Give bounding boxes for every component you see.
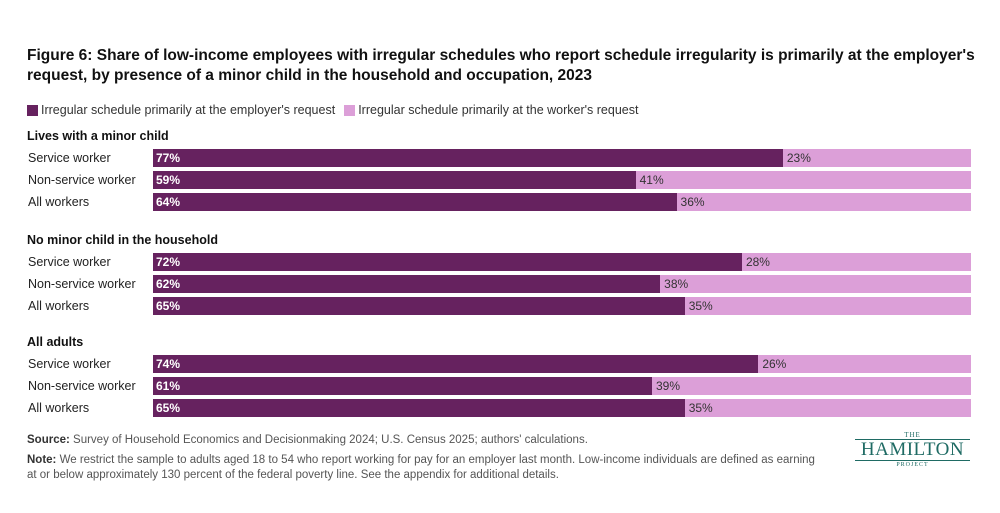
legend-label-employer: Irregular schedule primarily at the empl… [41, 103, 336, 117]
data-label-employer: 72% [156, 255, 181, 269]
bar-segment-worker: 39% [651, 377, 971, 395]
row-label: All workers [28, 401, 90, 415]
data-label-worker: 28% [745, 255, 770, 269]
data-label-worker: 36% [680, 195, 705, 209]
note-text: We restrict the sample to adults aged 18… [27, 454, 815, 481]
logo-name: HAMILTON [855, 439, 970, 461]
bar-segment-employer: 74% [153, 355, 759, 373]
bar-segment-employer: 61% [153, 377, 652, 395]
data-label-employer: 64% [156, 195, 181, 209]
group-title: Lives with a minor child [27, 129, 169, 143]
data-label-employer: 62% [156, 277, 181, 291]
data-label-employer: 61% [156, 379, 181, 393]
bar-segment-worker: 35% [684, 297, 971, 315]
stacked-bar: 64% 36% [153, 193, 971, 211]
row-label: Non-service worker [28, 379, 136, 393]
data-label-worker: 35% [688, 299, 713, 313]
data-label-worker: 35% [688, 401, 713, 415]
row-label: All workers [28, 195, 90, 209]
legend-item-worker: Irregular schedule primarily at the work… [344, 103, 638, 117]
bar-segment-worker: 23% [782, 149, 971, 167]
bar-segment-worker: 26% [758, 355, 971, 373]
legend-swatch-worker [344, 104, 356, 116]
bar-segment-worker: 36% [676, 193, 971, 211]
stacked-bar: 65% 35% [153, 399, 971, 417]
row-label: All workers [28, 299, 90, 313]
source-note: Source: Survey of Household Economics an… [27, 433, 588, 448]
data-label-employer: 65% [156, 401, 181, 415]
chart-title: Figure 6: Share of low-income employees … [27, 47, 975, 84]
row-label: Non-service worker [28, 277, 136, 291]
bar-segment-employer: 64% [153, 193, 677, 211]
legend-swatch-employer [27, 104, 38, 116]
bar-segment-employer: 77% [153, 149, 783, 167]
data-label-employer: 59% [156, 173, 181, 187]
stacked-bar: 65% 35% [153, 297, 971, 315]
stacked-bar: 61% 39% [153, 377, 971, 395]
data-label-worker: 39% [655, 379, 680, 393]
bar-segment-worker: 35% [684, 399, 971, 417]
logo-the: THE [904, 431, 921, 439]
stacked-bar: 74% 26% [153, 355, 971, 373]
group-title: No minor child in the household [27, 233, 218, 247]
bar-segment-employer: 62% [153, 275, 661, 293]
source-text: Survey of Household Economics and Decisi… [69, 434, 588, 446]
source-label: Source: [27, 434, 70, 446]
row-label: Service worker [28, 357, 111, 371]
row-label: Service worker [28, 255, 111, 269]
logo-project: PROJECT [896, 462, 929, 468]
bar-segment-employer: 72% [153, 253, 742, 271]
row-label: Non-service worker [28, 173, 136, 187]
legend-item-employer: Irregular schedule primarily at the empl… [27, 103, 335, 117]
data-label-worker: 38% [664, 277, 689, 291]
data-label-employer: 65% [156, 299, 181, 313]
data-label-worker: 26% [762, 357, 787, 371]
data-label-employer: 77% [156, 151, 181, 165]
stacked-bar: 62% 38% [153, 275, 971, 293]
stacked-bar: 77% 23% [153, 149, 971, 167]
bar-segment-worker: 38% [660, 275, 971, 293]
footnote: Note: We restrict the sample to adults a… [27, 453, 817, 483]
bar-segment-employer: 65% [153, 399, 685, 417]
note-label: Note: [27, 454, 57, 466]
row-label: Service worker [28, 151, 111, 165]
hamilton-project-logo: THE HAMILTON PROJECT [855, 431, 970, 470]
bar-segment-employer: 59% [153, 171, 636, 189]
legend-label-worker: Irregular schedule primarily at the work… [358, 103, 639, 117]
bar-segment-worker: 28% [741, 253, 971, 271]
legend: Irregular schedule primarily at the empl… [27, 103, 647, 117]
data-label-employer: 74% [156, 357, 181, 371]
group-title: All adults [27, 335, 84, 349]
data-label-worker: 23% [786, 151, 811, 165]
stacked-bar: 59% 41% [153, 171, 971, 189]
bar-segment-employer: 65% [153, 297, 685, 315]
data-label-worker: 41% [639, 173, 664, 187]
bar-segment-worker: 41% [635, 171, 971, 189]
stacked-bar: 72% 28% [153, 253, 971, 271]
